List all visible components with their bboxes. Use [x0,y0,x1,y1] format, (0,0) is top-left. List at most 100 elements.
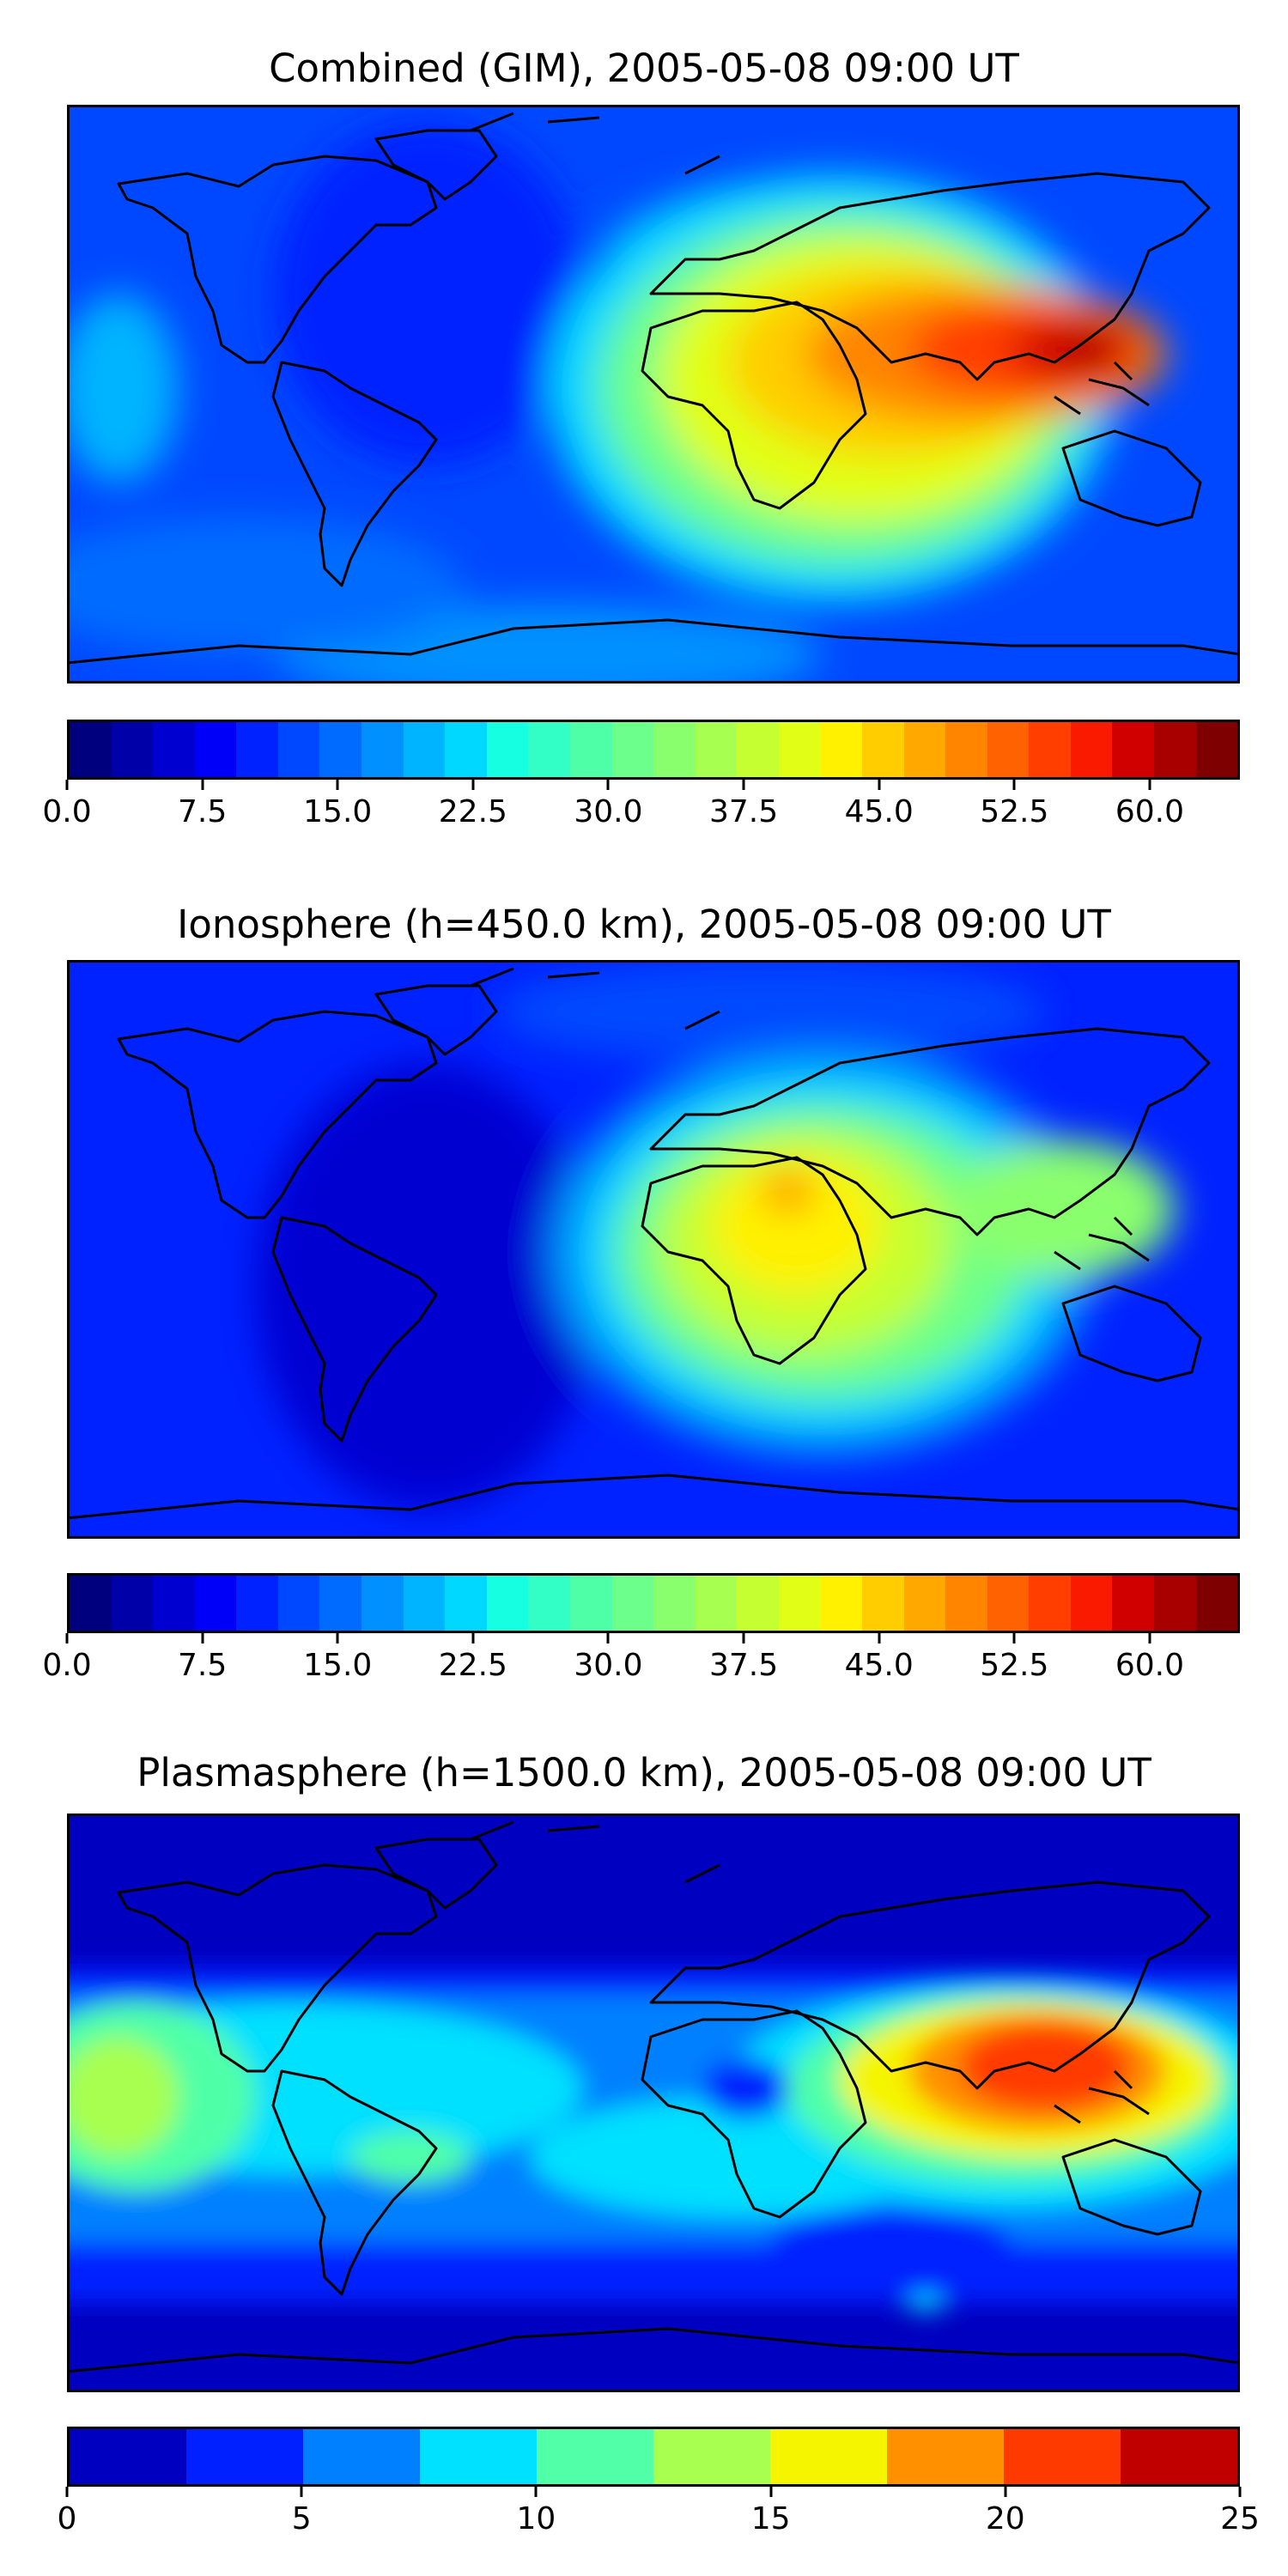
colorbar-segment [445,722,487,777]
colorbar-tick-mark [471,780,475,790]
colorbar-segment [695,1576,738,1631]
colorbar-segment [277,1576,320,1631]
colorbar-tick-mark [1004,2487,1007,2497]
coastlines [67,112,1240,665]
colorbar-segment [820,1576,862,1631]
colorbar-segment [1121,2429,1237,2484]
colorbar-tick-label: 30.0 [574,794,643,829]
colorbar-segment [319,722,362,777]
colorbar-segment [186,2429,303,2484]
panel-title-combined: Combined (GIM), 2005-05-08 09:00 UT [269,46,1019,91]
colorbar-segment [303,2429,420,2484]
colorbar-tick-mark [534,2487,538,2497]
colorbar-segment [403,1576,446,1631]
colorbar-segment [653,2429,770,2484]
colorbar-segment [528,722,570,777]
colorbar-segment [361,1576,404,1631]
colorbar-segment [194,1576,237,1631]
colorbar-segment [611,1576,654,1631]
colorbar-segment [1195,1576,1238,1631]
colorbar-segment [486,1576,529,1631]
colorbar-segment [236,722,278,777]
colorbar-tick-mark [769,2487,773,2497]
colorbar-segment [987,1576,1030,1631]
colorbar-segment [903,722,946,777]
colorbar-segment [70,722,112,777]
map-combined [67,105,1240,683]
colorbar-tick-mark [201,1633,204,1643]
colorbar-segment [569,722,612,777]
colorbar-tick-mark [65,2487,69,2497]
colorbar-plasmasphere [67,2427,1240,2487]
colorbar-segment [1195,722,1238,777]
colorbar-tick-label: 45.0 [844,794,914,829]
colorbar-segment [537,2429,653,2484]
colorbar-segment [1070,1576,1113,1631]
colorbar-segment [277,722,320,777]
colorbar-tick-mark [1148,780,1151,790]
colorbar-tick-label: 52.5 [980,794,1049,829]
colorbar-tick-mark [65,780,69,790]
colorbar-segment [737,722,779,777]
colorbar-segment [1112,1576,1155,1631]
colorbar-tick-label: 37.5 [708,794,779,829]
colorbar-segment [945,1576,987,1631]
coastlines [67,967,1240,1520]
colorbar-segment [737,1576,779,1631]
colorbar-segment [1029,722,1071,777]
colorbar-tick-label: 5 [291,2501,312,2537]
colorbar-segment [153,1576,195,1631]
colorbar-tick-label: 22.5 [438,1648,507,1683]
colorbar-tick-label: 0 [57,2501,77,2537]
colorbar-segment [770,2429,887,2484]
colorbar-tick-mark [1012,780,1016,790]
colorbar-tick-mark [742,780,745,790]
colorbar-ionosphere [67,1573,1240,1633]
colorbar-tick-mark [471,1633,475,1643]
panel-title-plasmasphere: Plasmasphere (h=1500.0 km), 2005-05-08 0… [137,1750,1151,1795]
colorbar-segment [653,722,696,777]
tec-field [67,1968,1240,2312]
colorbar-segment [236,1576,278,1631]
colorbar-tick-label: 30.0 [574,1648,643,1683]
colorbar-tick-mark [1012,1633,1016,1643]
colorbar-tick-label: 10 [516,2501,556,2537]
colorbar-segment [820,722,862,777]
colorbar-tick-mark [1148,1633,1151,1643]
colorbar-tick-mark [65,1633,69,1643]
colorbar-tick-label: 25 [1220,2501,1260,2537]
colorbar-tick-label: 52.5 [980,1648,1049,1683]
map-plasmasphere [67,1814,1240,2392]
colorbar-tick-mark [300,2487,303,2497]
colorbar-segment [653,1576,696,1631]
colorbar-tick-mark [878,1633,881,1643]
colorbar-segment [1112,722,1155,777]
colorbar-ticks-plasmasphere: 0 5 10 15 20 25 [58,2487,1260,2538]
colorbar-ticks-ionosphere: 0.0 7.5 15.0 22.5 30.0 37.5 45.0 52.5 60.0 [42,1633,1240,1685]
colorbar-segment [70,2429,186,2484]
colorbar-tick-mark [201,780,204,790]
colorbar-segment [361,722,404,777]
colorbar-segment [778,722,821,777]
colorbar-combined [67,720,1240,780]
colorbar-segment [569,1576,612,1631]
colorbar-tick-label: 60.0 [1115,794,1184,829]
colorbar-segment [486,722,529,777]
coastlines [67,1820,1240,2373]
colorbar-segment [319,1576,362,1631]
colorbar-segment [1029,1576,1071,1631]
tec-field [67,122,1166,683]
colorbar-segment [1070,722,1113,777]
colorbar-segment [1154,1576,1196,1631]
colorbar-tick-mark [742,1633,745,1643]
colorbar-segment [403,722,446,777]
colorbar-ticks-combined: 0.0 7.5 15.0 22.5 30.0 37.5 45.0 52.5 60.0 [42,780,1240,831]
colorbar-segment [861,1576,904,1631]
colorbar-tick-label: 0.0 [42,1648,92,1683]
colorbar-tick-label: 15.0 [303,1648,373,1683]
panel-title-ionosphere: Ionosphere (h=450.0 km), 2005-05-08 09:0… [177,902,1111,947]
colorbar-segment [111,1576,154,1631]
colorbar-tick-mark [606,1633,610,1643]
colorbar-segment [945,722,987,777]
colorbar-segment [611,722,654,777]
